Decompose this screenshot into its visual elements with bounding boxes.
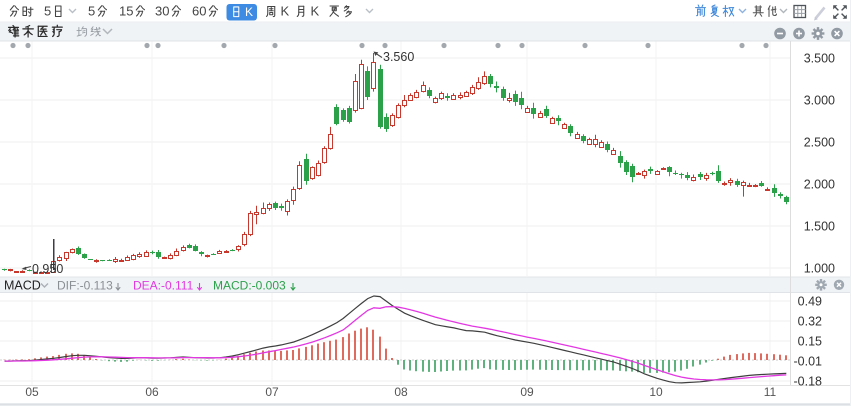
- svg-text:2.000: 2.000: [804, 178, 835, 192]
- svg-text:09: 09: [520, 385, 534, 399]
- svg-text:-0.01: -0.01: [794, 355, 823, 369]
- svg-text:06: 06: [145, 385, 159, 399]
- svg-text:0.49: 0.49: [798, 295, 822, 309]
- svg-text:1.000: 1.000: [804, 262, 835, 276]
- svg-text:5: 5: [44, 4, 51, 19]
- svg-text:3.500: 3.500: [804, 52, 835, 66]
- svg-text:15: 15: [119, 4, 133, 19]
- svg-text:2.500: 2.500: [804, 136, 835, 150]
- svg-text:11: 11: [764, 385, 777, 399]
- svg-text:3.560: 3.560: [383, 50, 414, 64]
- svg-text:60: 60: [192, 4, 206, 19]
- svg-text:10: 10: [649, 385, 663, 399]
- svg-text:K: K: [311, 4, 320, 19]
- svg-text:DEA:-0.111: DEA:-0.111: [133, 279, 194, 293]
- svg-text:1.500: 1.500: [804, 220, 835, 234]
- svg-text:-0.18: -0.18: [794, 375, 823, 389]
- svg-text:08: 08: [394, 385, 408, 399]
- svg-text:0.32: 0.32: [798, 315, 822, 329]
- svg-text:3.000: 3.000: [804, 94, 835, 108]
- svg-text:5: 5: [88, 4, 95, 19]
- svg-text:0.950: 0.950: [32, 262, 63, 276]
- svg-text:30: 30: [155, 4, 169, 19]
- svg-text:K: K: [281, 4, 290, 19]
- svg-text:07: 07: [265, 385, 279, 399]
- svg-text:K: K: [245, 5, 253, 19]
- svg-text:DIF:-0.113: DIF:-0.113: [57, 279, 113, 293]
- svg-text:05: 05: [25, 385, 39, 399]
- svg-text:MACD: MACD: [4, 279, 41, 293]
- svg-text:MACD:-0.003: MACD:-0.003: [213, 279, 286, 293]
- svg-text:0.15: 0.15: [798, 335, 822, 349]
